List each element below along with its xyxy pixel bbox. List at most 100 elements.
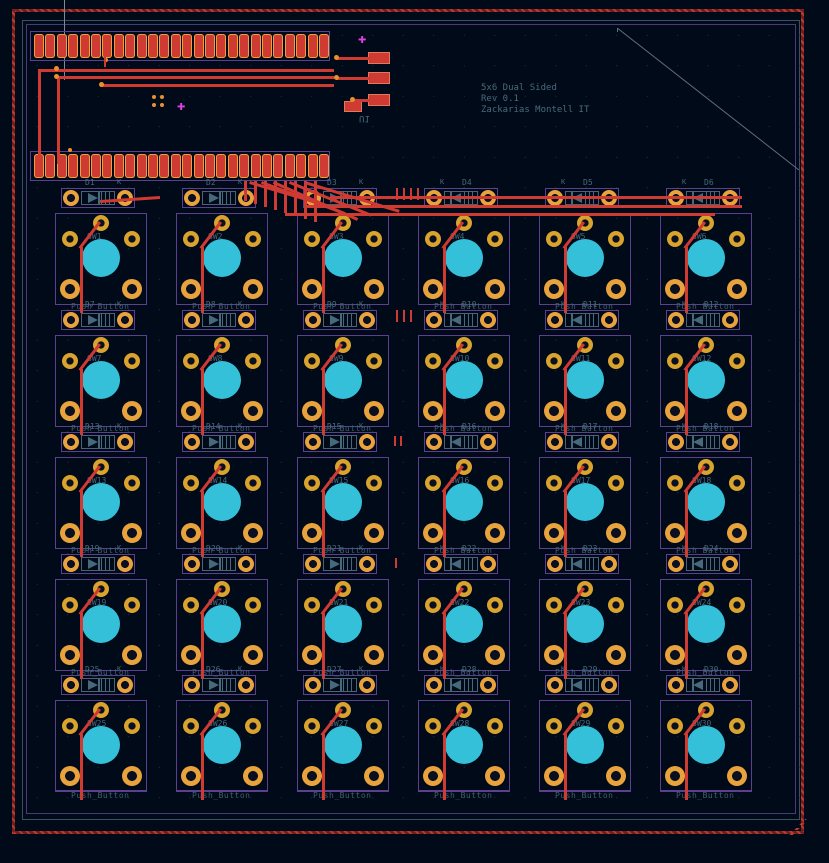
connector-bottom-pin-9[interactable] <box>125 154 136 178</box>
trace-SW20-column-drop[interactable] <box>201 613 204 679</box>
switch-SW26-pad-lower-right[interactable] <box>243 766 263 786</box>
switch-SW2-pad-lower-left[interactable] <box>181 279 201 299</box>
connector-top-pin-8[interactable] <box>113 34 124 58</box>
trace-SW10-column-drop[interactable] <box>443 369 446 435</box>
switch-SW12-pad-lower-left[interactable] <box>665 401 685 421</box>
diode-D29-pad-cathode[interactable] <box>601 677 617 693</box>
switch-SW13-center-hole[interactable] <box>82 483 120 521</box>
diode-D23-pad-cathode[interactable] <box>601 556 617 572</box>
switch-SW18-pad-lower-right[interactable] <box>727 523 747 543</box>
trace-SW2-column-drop[interactable] <box>201 247 204 313</box>
trace-SW22-column-drop[interactable] <box>443 613 446 679</box>
diode-D15-pad-anode[interactable] <box>305 434 321 450</box>
switch-SW21-pad-upper-left[interactable] <box>304 597 320 613</box>
diode-D23-pad-anode[interactable] <box>547 556 563 572</box>
trace-SW11-column-drop[interactable] <box>564 369 567 435</box>
trace-stub-group1-1[interactable] <box>396 188 398 200</box>
switch-SW9-pad-lower-left[interactable] <box>302 401 322 421</box>
switch-SW4-pad-upper-right[interactable] <box>487 231 503 247</box>
switch-SW29-center-hole[interactable] <box>566 726 604 764</box>
diode-D18-pad-cathode[interactable] <box>722 434 738 450</box>
switch-SW11-pad-upper-left[interactable] <box>546 353 562 369</box>
switch-SW2-pad-upper-left[interactable] <box>183 231 199 247</box>
switch-SW20-pad-upper-left[interactable] <box>183 597 199 613</box>
trace-smd-1[interactable] <box>336 57 370 60</box>
diode-D15-pad-cathode[interactable] <box>359 434 375 450</box>
switch-SW10-pad-lower-right[interactable] <box>485 401 505 421</box>
switch-SW8-center-hole[interactable] <box>203 361 241 399</box>
switch-SW2-pad-upper-right[interactable] <box>245 231 261 247</box>
connector-bottom-pin-25[interactable] <box>307 154 318 178</box>
switch-SW30-pad-lower-left[interactable] <box>665 766 685 786</box>
trace-SW6-column-drop[interactable] <box>685 247 688 313</box>
diode-D14-pad-anode[interactable] <box>184 434 200 450</box>
switch-SW16-pad-upper-left[interactable] <box>425 475 441 491</box>
switch-SW7-pad-lower-right[interactable] <box>122 401 142 421</box>
switch-SW22-center-hole[interactable] <box>445 605 483 643</box>
diode-D17-pad-anode[interactable] <box>547 434 563 450</box>
connector-bottom-pin-12[interactable] <box>159 154 170 178</box>
switch-SW15-center-hole[interactable] <box>324 483 362 521</box>
connector-top-pin-26[interactable] <box>319 34 329 58</box>
via-smd-2[interactable] <box>334 75 339 80</box>
switch-SW16-pad-lower-left[interactable] <box>423 523 443 543</box>
switch-SW17-pad-lower-left[interactable] <box>544 523 564 543</box>
switch-SW20-center-hole[interactable] <box>203 605 241 643</box>
switch-SW27-center-hole[interactable] <box>324 726 362 764</box>
connector-bottom-pin-23[interactable] <box>284 154 295 178</box>
diode-D13-pad-cathode[interactable] <box>117 434 133 450</box>
switch-SW7-center-hole[interactable] <box>82 361 120 399</box>
diode-D27-pad-cathode[interactable] <box>359 677 375 693</box>
switch-SW8-pad-upper-right[interactable] <box>245 353 261 369</box>
diode-D28-pad-anode[interactable] <box>426 677 442 693</box>
switch-SW9-pad-lower-right[interactable] <box>364 401 384 421</box>
switch-SW23-pad-lower-left[interactable] <box>544 645 564 665</box>
diode-D28-pad-cathode[interactable] <box>480 677 496 693</box>
connector-top-pin-3[interactable] <box>56 34 67 58</box>
diode-D9-pad-cathode[interactable] <box>359 312 375 328</box>
switch-SW6-pad-upper-left[interactable] <box>667 231 683 247</box>
diode-D11-pad-anode[interactable] <box>547 312 563 328</box>
trace-stub-group4-1[interactable] <box>395 558 397 568</box>
via-top-3[interactable] <box>99 82 104 87</box>
diode-D21-pad-anode[interactable] <box>305 556 321 572</box>
diode-D8-pad-anode[interactable] <box>184 312 200 328</box>
trace-SW14-column-drop[interactable] <box>201 491 204 557</box>
diode-D10-pad-cathode[interactable] <box>480 312 496 328</box>
diode-D22-pad-anode[interactable] <box>426 556 442 572</box>
trace-SW5-column-drop[interactable] <box>564 247 567 313</box>
switch-SW23-pad-upper-right[interactable] <box>608 597 624 613</box>
trace-row-bus-2[interactable] <box>305 205 742 208</box>
connector-bottom-pin-11[interactable] <box>148 154 158 178</box>
trace-left-vertical-1[interactable] <box>38 72 41 164</box>
connector-top-pin-23[interactable] <box>284 34 295 58</box>
connector-top-pin-1[interactable] <box>34 34 44 58</box>
connector-bottom-pin-18[interactable] <box>227 154 238 178</box>
diode-D11-pad-cathode[interactable] <box>601 312 617 328</box>
switch-SW5-pad-lower-right[interactable] <box>606 279 626 299</box>
switch-SW12-pad-upper-left[interactable] <box>667 353 683 369</box>
switch-SW7-pad-upper-left[interactable] <box>62 353 78 369</box>
switch-SW25-pad-upper-right[interactable] <box>124 718 140 734</box>
trace-left-vertical-2[interactable] <box>57 78 60 164</box>
diode-D10-pad-anode[interactable] <box>426 312 442 328</box>
switch-SW15-pad-lower-right[interactable] <box>364 523 384 543</box>
via-mid-4[interactable] <box>160 103 164 107</box>
diode-D1-pad-anode[interactable] <box>63 190 79 206</box>
switch-SW9-pad-upper-left[interactable] <box>304 353 320 369</box>
switch-SW13-pad-upper-left[interactable] <box>62 475 78 491</box>
connector-top-pin-18[interactable] <box>227 34 238 58</box>
connector-top-pin-25[interactable] <box>307 34 318 58</box>
switch-SW1-pad-lower-left[interactable] <box>60 279 80 299</box>
switch-SW20-pad-lower-right[interactable] <box>243 645 263 665</box>
switch-SW3-pad-upper-right[interactable] <box>366 231 382 247</box>
diode-D30-pad-cathode[interactable] <box>722 677 738 693</box>
switch-SW15-pad-lower-left[interactable] <box>302 523 322 543</box>
connector-top-pin-15[interactable] <box>193 34 204 58</box>
switch-SW13-pad-upper-right[interactable] <box>124 475 140 491</box>
switch-SW14-center-hole[interactable] <box>203 483 241 521</box>
connector-top-pin-24[interactable] <box>296 34 307 58</box>
diode-D26-pad-cathode[interactable] <box>238 677 254 693</box>
switch-SW20-pad-lower-left[interactable] <box>181 645 201 665</box>
switch-SW17-pad-upper-left[interactable] <box>546 475 562 491</box>
